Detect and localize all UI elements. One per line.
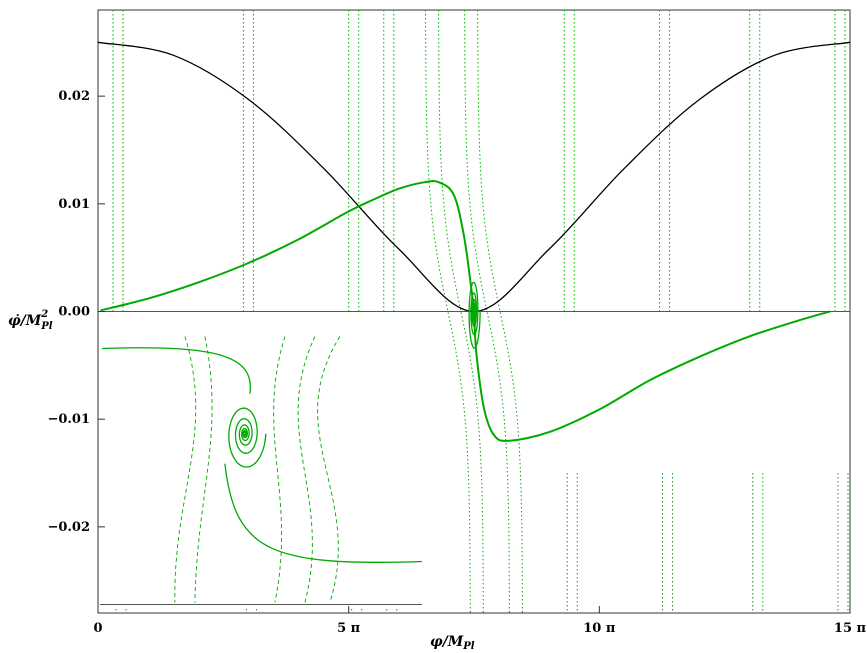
- y-axis-title-sub: Pl: [40, 321, 53, 332]
- y-axis-title-main: φ̇/M: [8, 312, 42, 329]
- x-axis-title: φ/MPl: [430, 634, 475, 652]
- central-spiral: [468, 281, 481, 349]
- dotted-trajectory-curved: [425, 9, 471, 614]
- y-tick-label: −0.02: [47, 520, 90, 535]
- dotted-trajectory-curved: [464, 9, 510, 614]
- y-tick-label: 0.00: [58, 305, 90, 320]
- inset-dashed-trajectory: [174, 336, 197, 603]
- x-tick-label: 15 π: [834, 621, 867, 636]
- inset-dashed-trajectory: [273, 336, 286, 603]
- x-axis-title-sub: Pl: [462, 641, 475, 652]
- inset-spiral: [228, 407, 267, 468]
- inset-dashed-trajectory: [194, 336, 213, 603]
- x-tick-label: 10 π: [583, 621, 616, 636]
- series-trajectory-lower: [473, 310, 831, 442]
- y-tick-label: 0.02: [58, 89, 90, 104]
- inset-zoom-panel: [100, 336, 423, 607]
- x-axis-title-main: φ/M: [430, 634, 464, 650]
- inset-dashed-trajectory: [297, 336, 316, 603]
- series-trajectory-upper: [100, 180, 475, 312]
- inset-upper-branch: [101, 347, 251, 394]
- y-axis-title-sup: 2: [40, 309, 48, 320]
- y-tick-label: 0.01: [58, 197, 90, 212]
- inset-background: [100, 336, 422, 607]
- dotted-trajectory-curved: [438, 9, 484, 614]
- inset-lower-branch: [224, 463, 423, 563]
- x-tick-label: 5 π: [337, 621, 361, 636]
- series-potential-curve: [97, 41, 851, 313]
- axis-layer: 0 5 π 10 π 15 π 0.02 0.01 0.00 −0.01 −0.02: [47, 89, 866, 636]
- dotted-trajectory-curved: [477, 9, 523, 614]
- y-tick-label: −0.01: [47, 412, 90, 427]
- x-tick-label: 0: [93, 621, 102, 636]
- y-axis-title: φ̇/M2 Pl: [8, 309, 53, 332]
- inset-dashed-trajectory: [317, 336, 341, 603]
